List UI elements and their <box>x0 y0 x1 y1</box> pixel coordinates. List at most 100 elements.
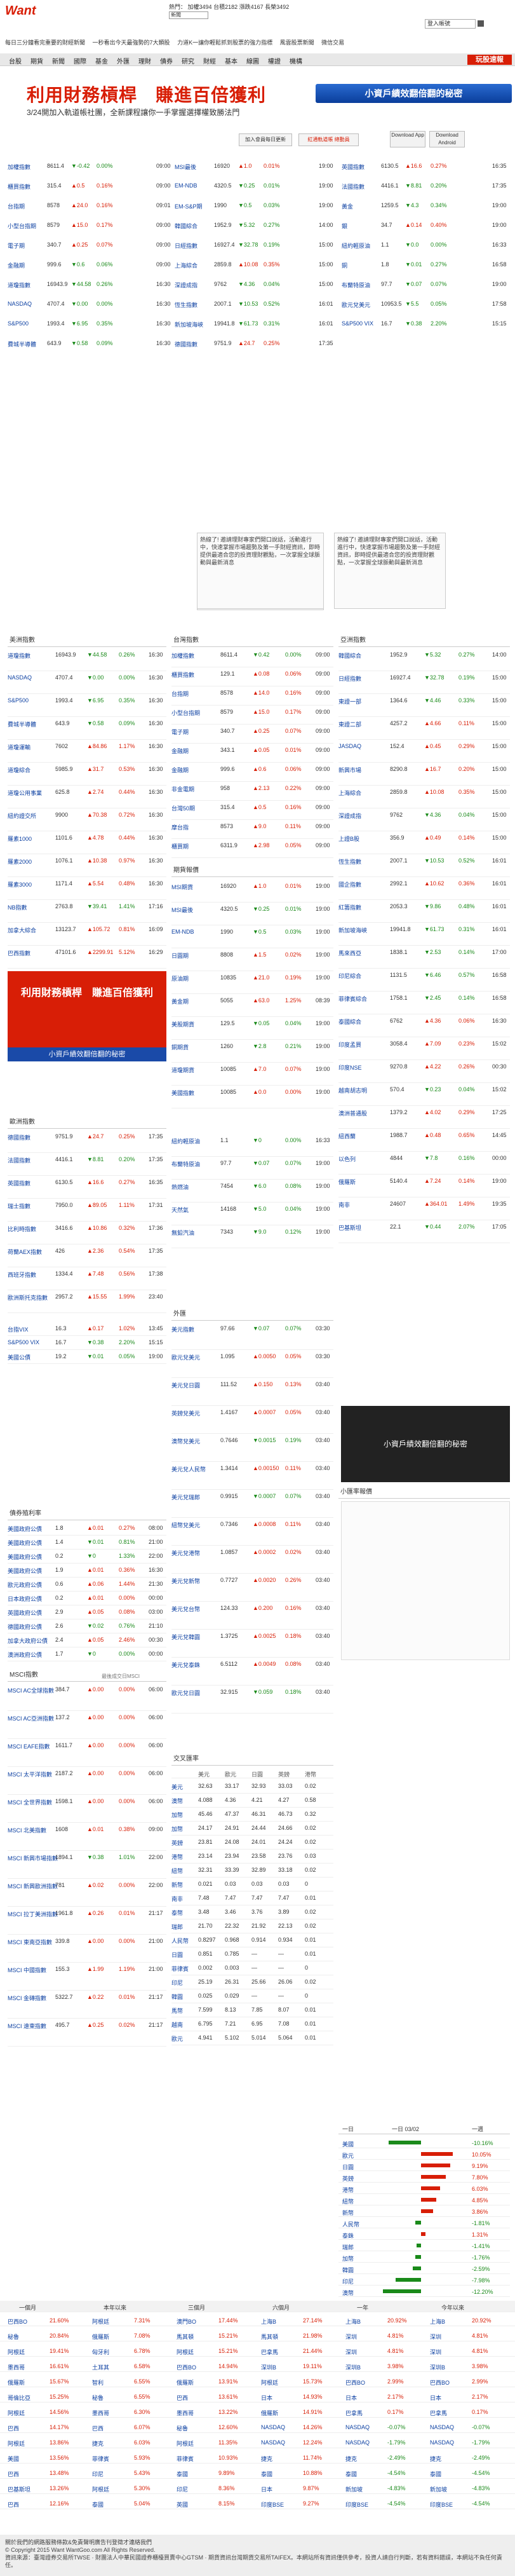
quote-row[interactable]: 韓國綜合 1952.9 ▼5.32 0.27% 14:00 <box>175 217 337 236</box>
table-row[interactable]: MSCI 全世界指數 1598.1 ▲0.00 0.00% 06:00 <box>8 1795 166 1823</box>
perf-name[interactable]: 巴西BO <box>177 2364 197 2371</box>
quote-row[interactable]: 日經指數 16927.4 ▼32.78 0.19% 15:00 <box>175 236 337 256</box>
row-name[interactable]: 小型台指期 <box>171 710 201 716</box>
quote-name[interactable]: 德國指數 <box>175 341 198 348</box>
quote-name[interactable]: 深證成指 <box>175 282 198 289</box>
row-name[interactable]: 荷蘭AEX指數 <box>8 1249 43 1255</box>
quote-row[interactable]: 銅 1.8 ▼0.01 0.27% 16:58 <box>342 256 510 276</box>
table-row[interactable]: 金融期 999.6 ▲0.6 0.06% 09:00 <box>171 763 333 782</box>
perf-row[interactable]: 哥倫比亞 15.25% 秘魯 6.55% 巴西 13.61% 日本 14.93% 日本 2.17%… <box>0 2391 515 2402</box>
perf-name[interactable]: 印尼 <box>177 2486 189 2493</box>
perf-name[interactable]: 阿根廷 <box>92 2486 110 2493</box>
row-name[interactable]: 英國指數 <box>8 1180 31 1187</box>
row-name[interactable]: 加權指數 <box>171 653 195 659</box>
perf-name[interactable]: 秘魯 <box>92 2395 104 2401</box>
row-name[interactable]: 羅素1000 <box>8 836 32 842</box>
perf-name[interactable]: 巴西BO <box>345 2380 366 2386</box>
row-name[interactable]: MSCI AC亞洲指數 <box>8 1715 55 1722</box>
rank-row[interactable]: 新幣 3.86% <box>338 2205 510 2217</box>
table-row[interactable]: 美國政府公債 0.2 ▼0 1.33% 22:00 <box>8 1550 166 1564</box>
table-row[interactable]: 紐約輕原油 1.1 ▼0 0.00% 16:33 <box>171 1134 333 1157</box>
rank-name[interactable]: 紐幣 <box>342 2198 354 2205</box>
perf-name[interactable]: 日本 <box>345 2395 358 2401</box>
row-name[interactable]: 道瓊指數 <box>8 653 31 659</box>
rank-name[interactable]: 新幣 <box>342 2210 354 2216</box>
table-row[interactable]: 荷蘭AEX指數 426 ▲2.36 0.54% 17:35 <box>8 1244 166 1267</box>
rank-name[interactable]: 美國 <box>342 2141 354 2148</box>
rank-row[interactable]: 美國 -10.16% <box>338 2137 510 2148</box>
row-name[interactable]: 道瓊綜合 <box>8 767 31 773</box>
row-name[interactable]: MSCI 遠東指數 <box>8 2023 47 2029</box>
nav-item[interactable]: 台股 <box>9 58 22 65</box>
cross-cell[interactable]: 泰幣 <box>171 1910 184 1916</box>
table-row[interactable]: 新興市場 8290.8 ▲16.7 0.20% 15:00 <box>338 763 510 786</box>
row-name[interactable]: MSCI EAFE指數 <box>8 1743 50 1750</box>
perf-name[interactable]: 巴西 <box>8 2502 20 2508</box>
perf-name[interactable]: 秘魯 <box>177 2425 189 2432</box>
perf-name[interactable]: 阿根廷 <box>8 2410 25 2416</box>
table-row[interactable]: 東證二部 4257.2 ▲4.66 0.11% 15:00 <box>338 717 510 740</box>
row-name[interactable]: MSCI AC全球指數 <box>8 1687 55 1694</box>
row-name[interactable]: 國企指數 <box>338 882 362 888</box>
row-name[interactable]: 美國政府公債 <box>8 1526 43 1532</box>
perf-name[interactable]: 新加坡 <box>430 2486 448 2493</box>
cross-cell[interactable]: 新幣 <box>171 1882 184 1888</box>
table-row[interactable]: 道瓊公用事業 625.8 ▲2.74 0.44% 16:30 <box>8 786 166 808</box>
cross-cell[interactable]: 英鎊 <box>171 1840 184 1846</box>
table-row[interactable]: 美國政府公債 1.9 ▲0.01 0.36% 16:30 <box>8 1564 166 1578</box>
row-name[interactable]: 上證B股 <box>338 836 360 842</box>
row-name[interactable]: 櫃買指數 <box>171 672 195 678</box>
perf-name[interactable]: 捷克 <box>261 2456 273 2462</box>
perf-name[interactable]: 巴基斯坦 <box>8 2486 31 2493</box>
table-row[interactable]: MSI期貨 16920 ▲1.0 0.01% 19:00 <box>171 880 333 903</box>
row-name[interactable]: 日圓期 <box>171 953 189 959</box>
table-row[interactable]: 巴基斯坦 22.1 ▼0.44 2.07% 17:05 <box>338 1220 510 1243</box>
cross-cell[interactable]: 越南 <box>171 2022 184 2028</box>
row-name[interactable]: 金融期 <box>171 767 189 773</box>
search-input[interactable]: 新聞 <box>169 11 208 19</box>
nav-item[interactable]: 新聞 <box>52 58 65 65</box>
hot-item[interactable]: 台積2182 <box>213 4 238 10</box>
top-link[interactable]: 每日三分鐘看完重要的財經新聞 <box>5 39 86 46</box>
perf-name[interactable]: 巴西BO <box>430 2380 450 2386</box>
cross-row[interactable]: 泰幣 3.48 3.46 3.76 3.89 0.02 <box>171 1905 333 1919</box>
table-row[interactable]: 深證成指 9762 ▼4.36 0.04% 15:00 <box>338 808 510 831</box>
perf-row[interactable]: 阿根廷 13.86% 捷克 6.03% 阿根廷 11.35% NASDAQ 12.24% NAS… <box>0 2437 515 2448</box>
nav-item[interactable]: 期貨 <box>30 58 43 65</box>
perf-name[interactable]: 英國 <box>177 2502 189 2508</box>
perf-name[interactable]: 巴西 <box>8 2425 20 2432</box>
table-row[interactable]: 美國指數 10085 ▲0.0 0.00% 19:00 <box>171 1086 333 1108</box>
top-link[interactable]: 一秒看出今天最強勢的7大類股 <box>92 39 170 46</box>
quote-name[interactable]: 英國指數 <box>342 164 365 170</box>
row-name[interactable]: 東證一部 <box>338 699 362 705</box>
quote-name[interactable]: 歐元兌美元 <box>342 302 371 308</box>
quote-name[interactable]: 黃金 <box>342 203 354 210</box>
hot-item[interactable]: 漲跌4167 <box>239 4 264 10</box>
row-name[interactable]: 非金電期 <box>171 786 195 793</box>
row-name[interactable]: MSCI 拉丁美洲指數 <box>8 1911 58 1918</box>
perf-name[interactable]: 墨西哥 <box>177 2410 194 2416</box>
rank-row[interactable]: 澳幣 -12.20% <box>338 2286 510 2297</box>
perf-name[interactable]: 深圳B <box>261 2364 277 2371</box>
cross-cell[interactable]: 加幣 <box>171 1826 184 1832</box>
table-row[interactable]: 日經指數 16927.4 ▼32.78 0.19% 15:00 <box>338 671 510 694</box>
row-name[interactable]: MSI最後 <box>171 907 194 913</box>
row-name[interactable]: MSI期貨 <box>171 884 194 890</box>
table-row[interactable]: 美國公債 19.2 ▼0.01 0.05% 19:00 <box>8 1350 166 1364</box>
red-box-button[interactable]: 紅通軌道帳 總動員 <box>298 133 359 146</box>
row-name[interactable]: 美元兌韓圓 <box>171 1634 201 1640</box>
quote-row[interactable]: 台指期 8578 ▲24.0 0.16% 09:01 <box>8 197 174 217</box>
row-name[interactable]: 道瓊期貨 <box>171 1067 195 1073</box>
row-name[interactable]: MSCI 北美指數 <box>8 1827 47 1834</box>
perf-row[interactable]: 秘魯 20.84% 俄羅斯 7.08% 馬其頓 15.21% 馬其頓 21.98% 深圳 4.81… <box>0 2330 515 2341</box>
perf-row[interactable]: 巴西BO 21.60% 阿根廷 7.31% 澳門BO 17.44% 上海B 27.14% 上海B… <box>0 2315 515 2326</box>
table-row[interactable]: 泰國綜合 6762 ▲4.36 0.06% 16:30 <box>338 1014 510 1037</box>
perf-name[interactable]: 墨西哥 <box>8 2364 25 2371</box>
table-row[interactable]: 國企指數 2992.1 ▲10.62 0.36% 16:01 <box>338 877 510 900</box>
row-name[interactable]: 印度NSE <box>338 1065 362 1071</box>
table-row[interactable]: JASDAQ 152.4 ▲0.45 0.29% 15:00 <box>338 740 510 763</box>
perf-row[interactable]: 巴西 12.16% 泰國 5.04% 英國 8.15% 印度BSE 9.27% 印度BSE -4.… <box>0 2498 515 2509</box>
table-row[interactable]: 台灣50期 315.4 ▲0.5 0.16% 09:00 <box>171 801 333 820</box>
perf-row[interactable]: 巴西 13.48% 印尼 5.43% 泰國 9.89% 泰國 10.88% 泰國 -4.54% 泰國… <box>0 2467 515 2479</box>
row-name[interactable]: 台灣50期 <box>171 805 196 812</box>
